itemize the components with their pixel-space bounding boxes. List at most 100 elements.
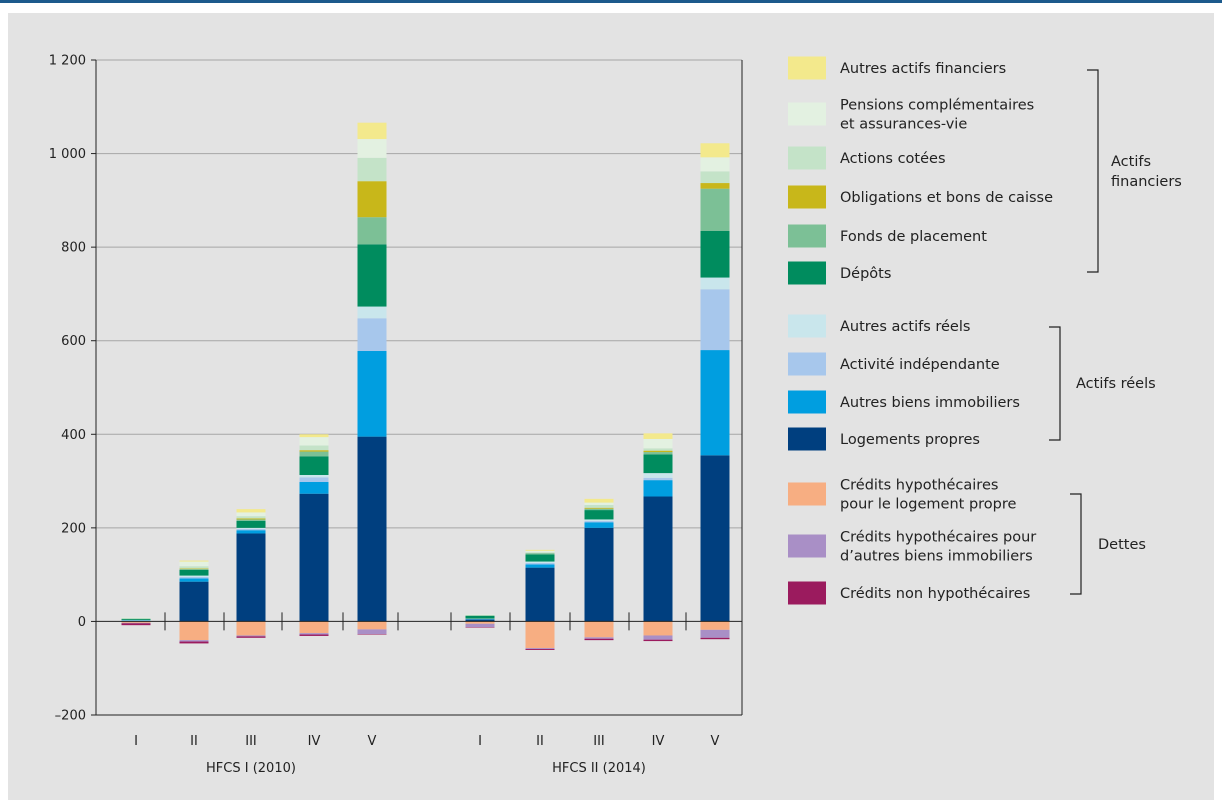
- bar-segment-aaf-g1-II: [179, 560, 209, 562]
- bar-segment-aar-g1-V: [357, 306, 387, 319]
- bar-segment-act_c-g1-V: [357, 157, 387, 182]
- legend-label: Obligations et bons de caisse: [840, 190, 1053, 206]
- bar-segment-dep-g1-V: [357, 244, 387, 307]
- bar-segment-fdp-g1-IV: [299, 451, 329, 457]
- y-tick-label: 200: [61, 521, 86, 536]
- bar-segment-log-g2-IV: [643, 496, 673, 622]
- bar-segment-act_c-g2-II: [525, 552, 555, 554]
- x-category-label: IV: [652, 734, 665, 749]
- bar-segment-abi-g1-IV: [299, 482, 329, 494]
- bar-segment-dep-g2-I: [465, 615, 495, 619]
- bar-segment-pen-g2-V: [700, 157, 730, 172]
- bar-segment-abi-g2-I: [465, 619, 495, 620]
- bar-segment-aaf-g2-V: [700, 143, 730, 158]
- bar-segment-log-g1-V: [357, 436, 387, 622]
- bar-segment-chl-g2-I: [465, 621, 495, 624]
- bar-segment-fdp-g2-II: [525, 553, 555, 555]
- legend-swatch-debt-0: [788, 482, 826, 506]
- legend-label: Autres biens immobiliers: [840, 395, 1020, 411]
- legend-label: Dépôts: [840, 266, 891, 282]
- bar-segment-dep-g2-III: [584, 510, 614, 520]
- bar-segment-aar-g1-II: [179, 575, 209, 577]
- bar-segment-act-g1-III: [236, 528, 266, 531]
- chart-panel: [8, 13, 1214, 800]
- bar-segment-log-g2-V: [700, 455, 730, 622]
- bar-segment-chl-g1-V: [357, 621, 387, 630]
- legend-swatch-fin-2: [788, 146, 826, 170]
- bar-segment-act-g2-II: [525, 562, 555, 565]
- legend-label: Fonds de placement: [840, 229, 987, 245]
- bar-segment-fdp-g1-II: [179, 569, 209, 570]
- y-tick-label: 600: [61, 334, 86, 349]
- bar-segment-obl-g2-III: [584, 507, 614, 509]
- bar-segment-pen-g2-I: [465, 614, 495, 615]
- bar-segment-fdp-g2-IV: [643, 452, 673, 455]
- legend-swatch-debt-1: [788, 534, 826, 558]
- bar-segment-abi-g1-III: [236, 530, 266, 534]
- bar-segment-chl-g2-V: [700, 621, 730, 630]
- bar-segment-act-g1-V: [357, 318, 387, 352]
- y-tick-label: 400: [61, 428, 86, 443]
- bar-segment-obl-g1-V: [357, 181, 387, 218]
- bar-segment-aar-g2-II: [525, 561, 555, 563]
- bar-segment-cha-g2-V: [700, 629, 730, 638]
- bar-segment-pen-g1-II: [179, 561, 209, 567]
- bar-segment-cha-g1-IV: [299, 633, 329, 635]
- bar-segment-cha-g1-I: [121, 622, 151, 624]
- bar-segment-cha-g1-V: [357, 629, 387, 635]
- bar-segment-obl-g2-V: [700, 183, 730, 189]
- bar-segment-chl-g1-III: [236, 621, 266, 636]
- x-category-label: II: [536, 734, 544, 749]
- bar-segment-obl-g1-III: [236, 518, 266, 520]
- bar-segment-pen-g2-II: [525, 550, 555, 553]
- bar-segment-aaf-g1-V: [357, 122, 387, 140]
- bar-segment-act-g2-III: [584, 520, 614, 523]
- bar-segment-abi-g2-V: [700, 350, 730, 456]
- legend-label: d’autres biens immobiliers: [840, 549, 1033, 565]
- bar-segment-pen-g1-III: [236, 512, 266, 517]
- legend-group-dettes: Dettes: [1098, 537, 1146, 553]
- legend-swatch-real-3: [788, 427, 826, 451]
- legend-group-actifs-financiers: financiers: [1111, 174, 1182, 190]
- bar-segment-cnh-g2-III: [584, 638, 614, 641]
- bar-segment-cnh-g1-II: [179, 641, 209, 644]
- bar-segment-pen-g1-V: [357, 139, 387, 158]
- bar-segment-fdp-g2-I: [465, 615, 495, 616]
- x-category-label: V: [368, 734, 377, 749]
- bar-segment-log-g1-III: [236, 533, 266, 622]
- bar-segment-abi-g2-III: [584, 522, 614, 528]
- bar-segment-aaf-g1-III: [236, 509, 266, 513]
- bar-segment-fdp-g1-III: [236, 519, 266, 521]
- bar-segment-aar-g1-IV: [299, 474, 329, 478]
- y-tick-label: 1 000: [49, 147, 86, 162]
- x-category-label: V: [711, 734, 720, 749]
- group-label: HFCS I (2010): [206, 761, 296, 776]
- bar-segment-cnh-g2-V: [700, 637, 730, 640]
- legend-swatch-fin-3: [788, 185, 826, 209]
- bracket-actifs-reels: [1049, 326, 1061, 441]
- bar-segment-act_c-g1-I: [121, 618, 151, 619]
- bar-segment-cnh-g2-II: [525, 649, 555, 650]
- x-category-label: I: [478, 734, 482, 749]
- y-tick-label: 0: [78, 615, 86, 630]
- bar-segment-aar-g2-IV: [643, 473, 673, 478]
- bar-segment-cnh-g1-III: [236, 636, 266, 638]
- bar-segment-obl-g1-IV: [299, 450, 329, 452]
- legend-swatch-debt-2: [788, 581, 826, 605]
- bar-segment-abi-g1-II: [179, 578, 209, 582]
- bar-segment-aar-g2-III: [584, 519, 614, 521]
- bar-segment-pen-g2-III: [584, 502, 614, 505]
- bar-segment-aar-g2-V: [700, 277, 730, 290]
- x-category-label: III: [593, 734, 605, 749]
- x-category-label: IV: [308, 734, 321, 749]
- legend-group-actifs-financiers: Actifs: [1111, 154, 1151, 170]
- bar-segment-pen-g2-IV: [643, 438, 673, 449]
- bar-segment-act-g2-IV: [643, 477, 673, 481]
- x-category-label: II: [190, 734, 198, 749]
- bar-segment-aar-g1-I: [121, 620, 151, 621]
- bar-segment-log-g2-III: [584, 527, 614, 622]
- bar-segment-act-g1-II: [179, 576, 209, 579]
- bar-segment-aaf-g2-IV: [643, 433, 673, 439]
- bar-segment-abi-g2-IV: [643, 480, 673, 497]
- bars: [121, 122, 730, 650]
